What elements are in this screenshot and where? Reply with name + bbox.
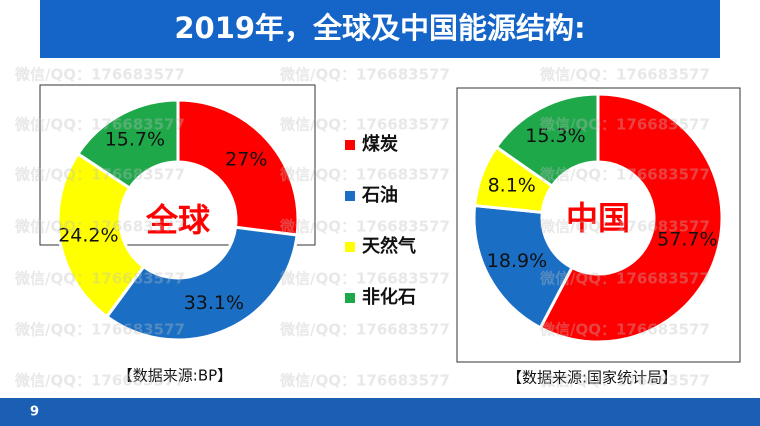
center-label: 中国 — [566, 199, 630, 237]
watermark: 微信/QQ：176683577 — [14, 372, 185, 390]
watermark: 微信/QQ：176683577 — [539, 66, 710, 84]
watermark: 微信/QQ：176683577 — [14, 166, 185, 184]
value-label: 18.9% — [487, 250, 547, 272]
donut-segment — [56, 151, 146, 319]
watermark: 微信/QQ：176683577 — [279, 372, 450, 390]
value-label: 15.7% — [105, 128, 165, 150]
value-label: 24.2% — [58, 224, 118, 246]
legend-swatch — [345, 140, 355, 150]
legend-swatch — [345, 191, 355, 201]
value-label: 8.1% — [488, 175, 536, 197]
donut-segment — [104, 225, 299, 342]
watermark: 微信/QQ：176683577 — [279, 66, 450, 84]
watermark: 微信/QQ：176683577 — [279, 166, 450, 184]
value-label: 33.1% — [184, 292, 244, 314]
legend-swatch — [345, 242, 355, 252]
watermark: 微信/QQ：176683577 — [539, 372, 710, 390]
donut-segment — [472, 203, 574, 330]
donut-segment — [494, 92, 600, 189]
watermark: 微信/QQ：176683577 — [14, 116, 185, 134]
legend-label: 石油 — [361, 184, 398, 206]
frame — [39, 84, 316, 246]
watermark: 微信/QQ：176683577 — [539, 116, 710, 134]
donut-segment — [538, 92, 724, 344]
value-label: 57.7% — [657, 229, 717, 251]
source-note: 【数据来源:国家统计局】 — [507, 369, 677, 387]
watermark: 微信/QQ：176683577 — [539, 270, 710, 288]
slide-title: 2019年，全球及中国能源结构: — [174, 11, 585, 45]
watermark: 微信/QQ：176683577 — [539, 218, 710, 236]
watermark: 微信/QQ：176683577 — [279, 116, 450, 134]
watermark: 微信/QQ：176683577 — [279, 270, 450, 288]
legend-label: 非化石 — [362, 286, 416, 308]
legend-label: 煤炭 — [362, 133, 398, 155]
legend-swatch — [345, 293, 355, 303]
watermark: 微信/QQ：176683577 — [539, 321, 710, 339]
watermark: 微信/QQ：176683577 — [539, 166, 710, 184]
watermark: 微信/QQ：176683577 — [14, 218, 185, 236]
title-bar — [40, 0, 720, 58]
watermark: 微信/QQ：176683577 — [14, 270, 185, 288]
frame — [456, 87, 741, 363]
donut-segment — [75, 98, 180, 191]
footer-bar — [0, 398, 760, 426]
source-note: 【数据来源:BP】 — [118, 367, 232, 385]
page-number: 9 — [30, 405, 39, 420]
watermark: 微信/QQ：176683577 — [279, 321, 450, 339]
value-label: 15.3% — [525, 125, 585, 147]
value-label: 27% — [225, 148, 267, 170]
watermark: 微信/QQ：176683577 — [14, 66, 185, 84]
watermark: 微信/QQ：176683577 — [279, 218, 450, 236]
center-label: 全球 — [145, 201, 211, 239]
legend-label: 天然气 — [362, 235, 416, 257]
donut-segment — [176, 98, 300, 237]
watermark: 微信/QQ：176683577 — [14, 321, 185, 339]
